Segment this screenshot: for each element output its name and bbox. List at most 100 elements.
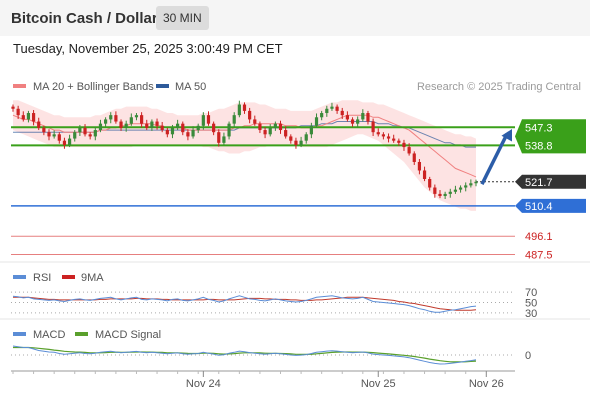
support-label: 510.4 xyxy=(525,201,553,213)
candle-body xyxy=(340,110,344,116)
macd-legend-label: MACD xyxy=(33,329,65,341)
candle-body xyxy=(73,132,77,139)
candle-body xyxy=(119,121,123,128)
candle-body xyxy=(320,113,324,118)
price-levels: 547.3 538.8 521.7 510.4 496.1 487.5 xyxy=(11,119,586,262)
candle-body xyxy=(237,104,241,116)
candle-body xyxy=(212,123,216,133)
candle-body xyxy=(52,134,56,137)
candle-body xyxy=(325,108,329,114)
candle-body xyxy=(57,134,61,141)
candle-body xyxy=(433,187,437,194)
candle-body xyxy=(98,123,103,131)
macd-signal-line xyxy=(13,346,477,363)
candle-body xyxy=(392,138,396,141)
lower-level-label: 496.1 xyxy=(525,231,553,243)
candle-body xyxy=(145,123,149,128)
candle-body xyxy=(11,106,15,109)
candle-body xyxy=(181,123,185,133)
candle-body xyxy=(474,181,478,184)
candle-body xyxy=(248,110,252,120)
macd-tick-label: 0 xyxy=(525,350,531,362)
price-legend: MA 20 + Bollinger Bands MA 50 Research ©… xyxy=(13,81,581,93)
current-price-tag xyxy=(515,174,586,189)
candle-body xyxy=(371,121,375,133)
ma50-legend-swatch xyxy=(156,84,169,88)
candle-body xyxy=(294,140,298,145)
candle-body xyxy=(299,140,303,145)
candle-body xyxy=(196,125,200,131)
interval-badge[interactable]: 30 MIN xyxy=(156,6,209,30)
x-tick-label: Nov 25 xyxy=(361,378,396,390)
candle-body xyxy=(469,183,473,186)
candle-body xyxy=(93,130,97,137)
candle-body xyxy=(129,117,133,124)
candle-body xyxy=(217,132,221,143)
candle-body xyxy=(47,132,51,137)
instrument-title: Bitcoin Cash / Dollar xyxy=(11,10,158,27)
candle-body xyxy=(104,119,108,124)
candle-body xyxy=(242,104,247,111)
candle-body xyxy=(26,113,31,120)
macd-signal-legend-label: MACD Signal xyxy=(95,329,161,341)
current-price-label: 521.7 xyxy=(525,177,553,189)
candle-body xyxy=(458,187,463,190)
candle-body xyxy=(350,119,355,124)
lower-level-label: 487.5 xyxy=(525,250,553,262)
candle-body xyxy=(186,132,190,137)
ma50-legend-label: MA 50 xyxy=(175,81,206,93)
macd-line xyxy=(12,345,477,365)
candlesticks xyxy=(11,100,478,200)
candle-body xyxy=(21,115,25,120)
candle-body xyxy=(381,134,385,137)
candle-body xyxy=(309,125,313,135)
candle-body xyxy=(134,115,139,118)
candle-body xyxy=(114,115,118,122)
candle-body xyxy=(170,127,175,135)
candle-body xyxy=(78,127,82,133)
candle-body xyxy=(232,115,236,124)
candle-body xyxy=(345,115,349,120)
candle-body xyxy=(273,123,277,128)
candle-body xyxy=(155,121,159,126)
candle-body xyxy=(258,123,262,131)
resistance-tag xyxy=(515,119,586,154)
candle-body xyxy=(191,130,195,137)
candle-body xyxy=(330,106,334,109)
candle-body xyxy=(83,127,87,135)
bollinger-band xyxy=(13,100,476,211)
macd-signal-legend-swatch xyxy=(75,332,88,336)
candle-body xyxy=(402,142,406,148)
candle-body xyxy=(376,132,380,135)
candle-body xyxy=(206,115,211,124)
candle-body xyxy=(150,121,154,128)
candle-body xyxy=(289,136,293,141)
candle-body xyxy=(88,134,92,137)
x-tick-label: Nov 26 xyxy=(469,378,504,390)
candle-body xyxy=(31,113,36,122)
candle-body xyxy=(263,130,267,135)
macd-legend-swatch xyxy=(13,332,26,336)
price-panel: MA 20 + Bollinger Bands MA 50 Research ©… xyxy=(11,81,586,262)
x-axis: Nov 24 Nov 25 Nov 26 xyxy=(11,370,515,390)
candle-body xyxy=(417,161,422,171)
candle-body xyxy=(453,189,458,192)
candle-body xyxy=(412,153,416,162)
ma20-legend-swatch xyxy=(13,84,26,88)
rsi-legend-swatch xyxy=(13,275,26,279)
rsi-legend-label: RSI xyxy=(33,272,51,284)
forecast-arrow xyxy=(480,128,513,185)
rsi-ma-legend-swatch xyxy=(62,275,75,279)
x-tick-label: Nov 24 xyxy=(186,378,221,390)
candle-body xyxy=(443,193,447,197)
candle-body xyxy=(253,119,257,124)
candle-body xyxy=(407,147,411,154)
candle-body xyxy=(335,106,339,111)
resistance-label: 538.8 xyxy=(525,140,553,152)
candle-body xyxy=(428,179,432,188)
rsi-tick-label: 70 xyxy=(525,287,537,299)
rsi-tick-label: 30 xyxy=(525,308,537,320)
macd-levels: 0 xyxy=(11,350,531,362)
